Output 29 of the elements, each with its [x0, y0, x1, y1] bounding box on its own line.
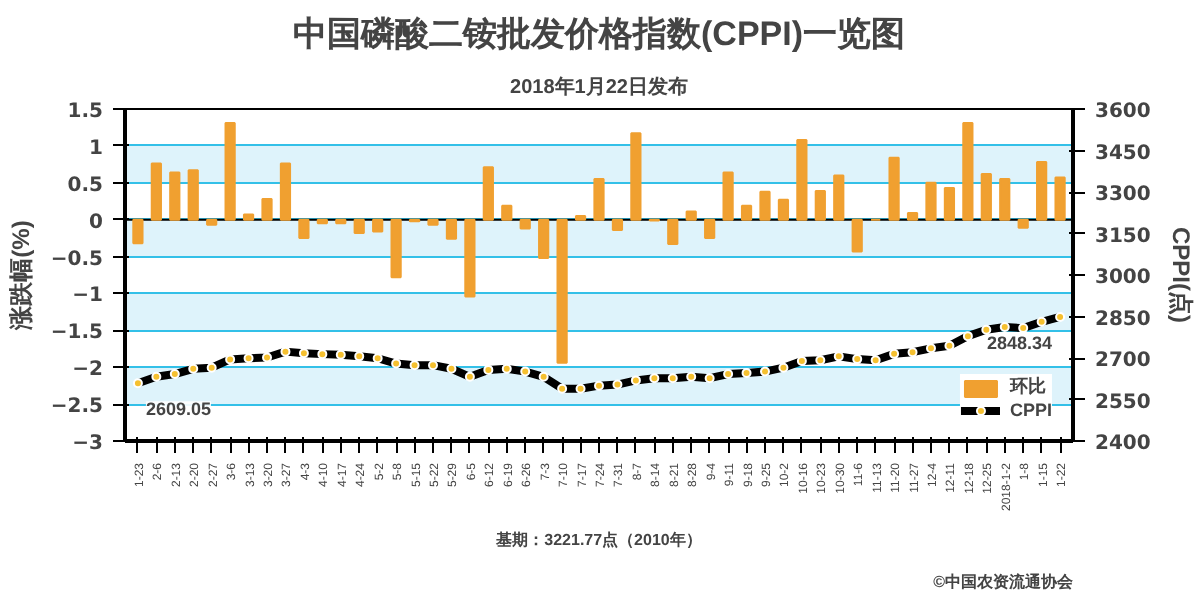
y2-tick-label: 2400 — [1095, 433, 1151, 455]
y-tick-label: 1 — [89, 137, 104, 160]
data-label: 2609.05 — [145, 399, 211, 420]
y-tick-label: 0 — [89, 211, 104, 234]
legend-label: 环比 — [1009, 374, 1048, 400]
y-tick-label: −3 — [72, 433, 104, 455]
y2-tick-label: 3300 — [1095, 184, 1151, 206]
y2-tick-label: 3000 — [1095, 267, 1151, 289]
y-axis-title: 涨跌幅(%) — [6, 220, 35, 332]
y2-tick-label: 3450 — [1095, 142, 1151, 165]
text: ©中国农资流通协会 — [933, 571, 1075, 591]
y-tick-label: 0.5 — [67, 174, 104, 197]
y2-tick-label: 3150 — [1095, 225, 1151, 248]
y2-tick-label: 2850 — [1095, 308, 1151, 331]
chart-subtitle: 2018年1月22日发布 — [510, 75, 688, 99]
y-tick-label: −1 — [72, 285, 104, 308]
y-tick-label: −2 — [72, 359, 104, 382]
y2-tick-label: 3600 — [1095, 101, 1151, 123]
y2-axis-title: CPPI(点) — [1166, 227, 1195, 324]
data-label: 2848.34 — [987, 332, 1053, 353]
y-tick-label: 1.5 — [67, 101, 104, 123]
y-tick-label: −0.5 — [50, 248, 104, 271]
chart-title: 中国磷酸二铵批发价格指数(CPPI)一览图 — [293, 15, 905, 53]
text: 基期：3221.77点（2010年） — [494, 531, 702, 549]
y2-tick-label: 2700 — [1095, 350, 1151, 372]
y2-tick-label: 2550 — [1095, 391, 1151, 414]
legend-label: CPPI — [1009, 400, 1052, 420]
y-tick-label: −2.5 — [50, 396, 104, 419]
y-tick-label: −1.5 — [50, 322, 104, 345]
